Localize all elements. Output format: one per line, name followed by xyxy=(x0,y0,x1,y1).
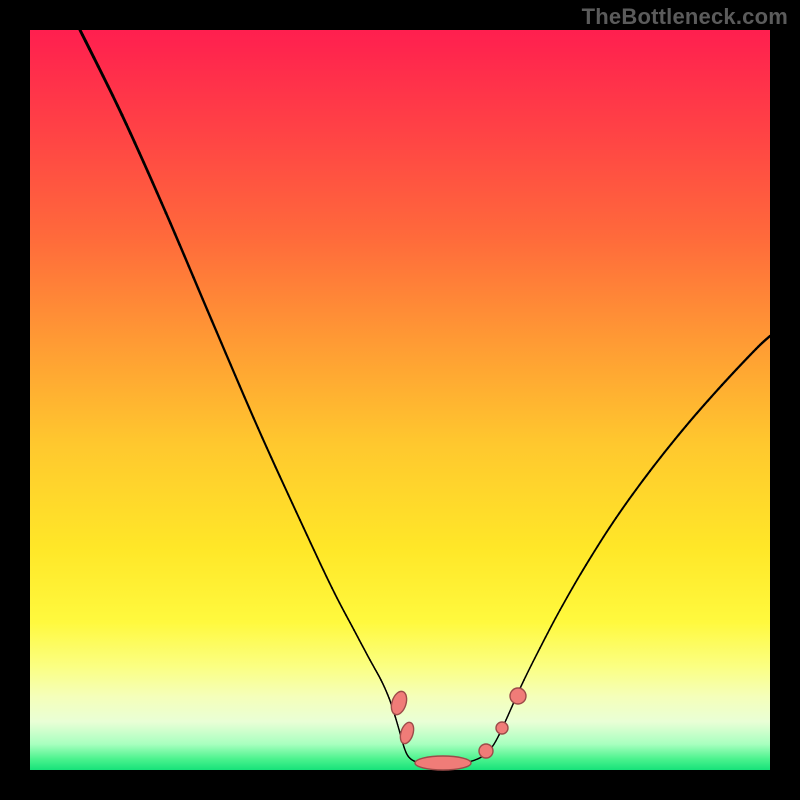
watermark-text: TheBottleneck.com xyxy=(582,4,788,30)
curve-marker xyxy=(415,756,471,770)
curve-marker xyxy=(389,689,410,716)
bottleneck-curve-chart xyxy=(0,0,800,800)
curve-marker xyxy=(510,688,526,704)
curve-marker xyxy=(398,721,416,746)
curve-marker xyxy=(479,744,493,758)
curve-marker xyxy=(496,722,508,734)
